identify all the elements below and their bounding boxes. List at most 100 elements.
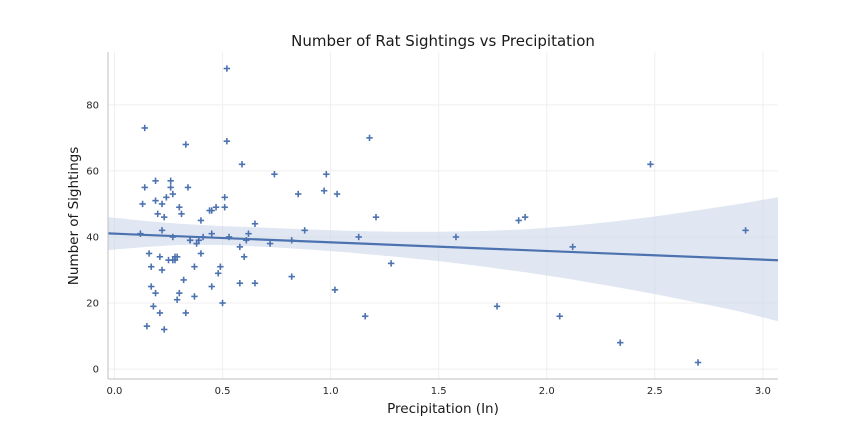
scatter-point [361, 313, 369, 320]
scatter-point [271, 171, 278, 178]
scatter-point [215, 270, 222, 277]
scatter-point [193, 240, 200, 247]
scatter-point [366, 134, 373, 142]
x-tick-label: 1.5 [431, 386, 447, 397]
scatter-point [163, 194, 170, 201]
scatter-point [333, 190, 341, 198]
y-axis-label: Number of Sightings [66, 147, 82, 285]
scatter-point [184, 184, 192, 191]
scatter-point [452, 233, 460, 241]
scatter-point [221, 204, 228, 211]
x-tick-label: 0.0 [107, 386, 123, 397]
scatter-point [139, 200, 146, 208]
axes [107, 52, 778, 380]
scatter-point [158, 266, 166, 274]
scatter-point [160, 326, 168, 333]
scatter-point [143, 322, 151, 330]
scatter-point [182, 309, 190, 317]
scatter-point [221, 194, 228, 201]
scatter-point [182, 141, 190, 148]
scatter-point [156, 253, 164, 260]
y-tick-labels: 0 20 40 60 80 [86, 100, 99, 375]
scatter-point [266, 240, 274, 247]
scatter-point [331, 286, 339, 294]
scatter-point [152, 197, 159, 204]
scatter-points [137, 65, 749, 366]
scatter-point [301, 227, 308, 234]
scatter-point [219, 299, 226, 307]
scatter-point [569, 243, 576, 251]
scatter-point [387, 260, 395, 267]
scatter-point [180, 276, 187, 284]
scatter-point [288, 273, 295, 280]
scatter-point [694, 359, 702, 366]
chart-title: Number of Rat Sightings vs Precipitation [291, 32, 595, 50]
scatter-point [240, 253, 248, 260]
scatter-point [217, 263, 224, 270]
scatter-point [212, 204, 220, 211]
scatter-point [152, 177, 159, 185]
scatter-point [154, 210, 161, 218]
scatter-point [197, 217, 205, 224]
regression-fit-line [107, 232, 779, 262]
scatter-point [294, 190, 302, 198]
scatter-point [173, 253, 181, 260]
scatter-point [152, 289, 159, 297]
scatter-point [521, 213, 529, 221]
y-tick-label: 80 [86, 100, 99, 111]
scatter-point [197, 250, 205, 257]
scatter-point [556, 313, 563, 320]
scatter-point [251, 280, 259, 287]
x-axis-label: Precipitation (In) [387, 401, 499, 417]
scatter-point [223, 65, 231, 72]
x-tick-label: 0.5 [215, 386, 231, 397]
x-tick-labels: 0.0 0.5 1.0 1.5 2.0 2.5 3.0 [107, 386, 771, 397]
scatter-point [173, 296, 181, 303]
scatter-point [208, 207, 215, 214]
confidence-band-area [108, 197, 778, 322]
scatter-point [186, 237, 194, 244]
scatter-point [191, 293, 198, 300]
scatter-point [145, 250, 153, 257]
scatter-point [167, 184, 174, 191]
scatter-point [191, 263, 198, 270]
scatter-point [171, 256, 179, 264]
confidence-band [108, 197, 778, 322]
x-tick-label: 2.0 [539, 386, 555, 397]
scatter-point [355, 233, 362, 241]
x-tick-label: 2.5 [647, 386, 663, 397]
scatter-point [141, 184, 148, 191]
scatter-point [158, 200, 166, 208]
scatter-point [223, 137, 231, 145]
scatter-point [236, 243, 244, 251]
scatter-point [245, 230, 252, 237]
y-tick-label: 60 [86, 166, 99, 177]
scatter-point [515, 217, 522, 224]
scatter-point [647, 161, 654, 168]
scatter-point [158, 227, 166, 234]
scatter-point [320, 187, 328, 194]
scatter-point [323, 171, 330, 178]
scatter-point [178, 210, 185, 218]
scatter-point [372, 213, 380, 221]
scatter-point [617, 339, 624, 346]
scatter-point [176, 289, 183, 297]
scatter-point [148, 283, 155, 290]
scatter-point [150, 303, 157, 310]
scatter-point [148, 263, 155, 270]
scatter-point [156, 309, 164, 317]
scatter-point [160, 213, 168, 221]
regression-line [107, 232, 779, 262]
scatter-point [493, 303, 501, 310]
x-tick-label: 1.0 [323, 386, 339, 397]
scatter-point [251, 220, 259, 227]
y-tick-label: 40 [86, 232, 99, 243]
scatter-point [238, 161, 246, 168]
scatter-point [236, 280, 244, 287]
y-tick-label: 0 [93, 365, 99, 376]
scatter-point [742, 227, 749, 234]
scatter-point [169, 190, 177, 198]
scatter-point [208, 230, 215, 237]
scatter-point [167, 177, 174, 185]
